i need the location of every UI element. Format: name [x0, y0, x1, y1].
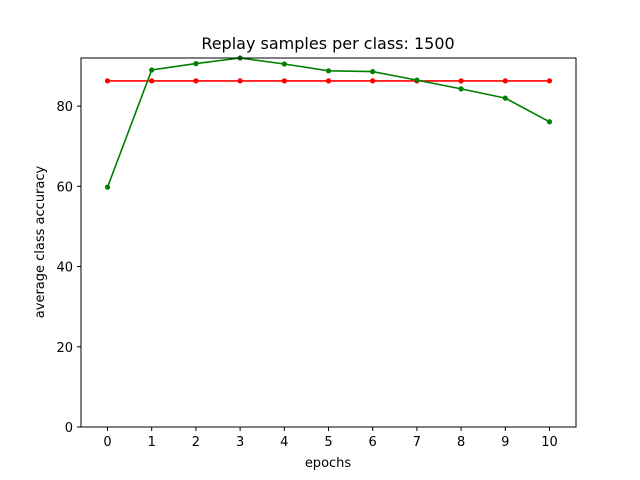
- series-1-point-4: [281, 61, 287, 67]
- series-0-point-8: [458, 78, 464, 84]
- x-tick-label-7: 7: [413, 435, 421, 450]
- series-0-point-0: [104, 78, 111, 84]
- x-tick-label-8: 8: [457, 435, 465, 450]
- x-tick-label-5: 5: [324, 435, 332, 450]
- x-tick-label-9: 9: [501, 435, 509, 450]
- x-tick-label-0: 0: [103, 435, 111, 450]
- x-tick-label-10: 10: [541, 435, 558, 450]
- plot-frame: [80, 57, 577, 428]
- y-tick-label-3: 60: [56, 180, 73, 195]
- series-1-point-10: [546, 119, 553, 125]
- series-0-point-5: [325, 78, 332, 84]
- series-1-point-1: [149, 67, 155, 73]
- x-tick-label-4: 4: [280, 435, 288, 450]
- series-1-point-2: [193, 61, 199, 67]
- y-tick-label-0: 0: [65, 421, 73, 436]
- series-1-point-5: [325, 68, 332, 74]
- x-tick-label-3: 3: [236, 435, 244, 450]
- series-1-point-8: [458, 86, 464, 92]
- y-axis-label: average class accuracy: [33, 165, 48, 318]
- plot-area: 0 1 2 3 4 5 6 7 8 9 10 0 20 40 60 80: [56, 55, 577, 450]
- series-1-point-6: [370, 69, 376, 75]
- series-1-point-9: [502, 95, 508, 101]
- series-0-point-3: [237, 78, 243, 84]
- series-1-point-0: [104, 184, 111, 190]
- y-tick-label-2: 40: [56, 261, 73, 276]
- series-0-point-4: [281, 78, 287, 84]
- series-0-point-9: [502, 78, 508, 84]
- y-tick-label-4: 80: [56, 100, 73, 115]
- x-axis-label: epochs: [305, 456, 352, 471]
- y-tick-label-1: 20: [56, 341, 73, 356]
- series-0-point-6: [370, 78, 376, 84]
- chart-title: Replay samples per class: 1500: [201, 34, 454, 53]
- x-tick-label-6: 6: [369, 435, 377, 450]
- series-0-point-10: [546, 78, 553, 84]
- series-0-point-2: [193, 78, 199, 84]
- x-tick-label-2: 2: [192, 435, 200, 450]
- series-0-point-1: [149, 78, 155, 84]
- series-1-line: [106, 57, 550, 188]
- series-1-point-7: [414, 77, 420, 83]
- x-tick-label-1: 1: [148, 435, 156, 450]
